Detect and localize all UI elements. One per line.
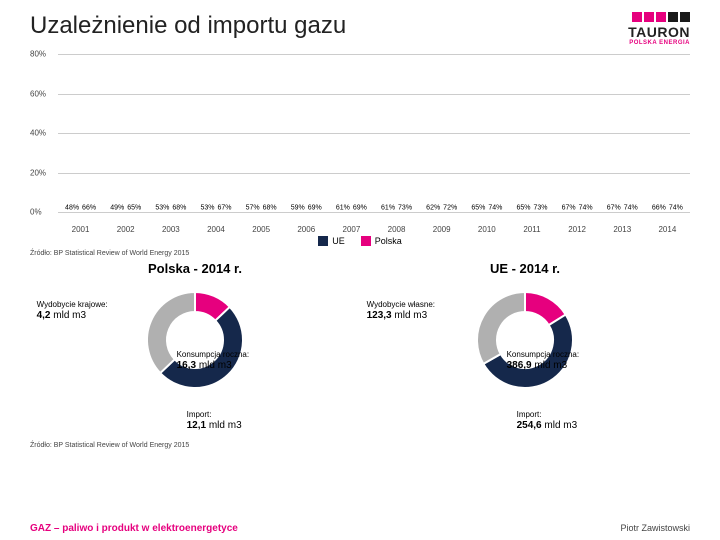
y-tick: 20%: [30, 168, 46, 177]
x-tick: 2012: [560, 225, 594, 234]
donut-label: Import:254,6 mld m3: [517, 410, 578, 432]
bar-label: 65%: [515, 205, 531, 212]
y-tick: 0%: [30, 208, 42, 217]
x-tick: 2003: [154, 225, 188, 234]
x-tick: 2008: [380, 225, 414, 234]
tauron-logo: TAURON POLSKA ENERGIA: [628, 12, 690, 46]
bar-label: 61%: [335, 205, 351, 212]
donut-label: Konsumpcja roczna:386,9 mld m3: [507, 350, 579, 372]
bar-label: 62%: [425, 205, 441, 212]
donut-eu: UE - 2014 r. Wydobycie własne:123,3 mld …: [367, 261, 684, 440]
bar-chart: 48%66%49%65%53%68%53%67%57%68%59%69%61%6…: [30, 54, 690, 234]
donut-label: Konsumpcja roczna:16,3 mld m3: [177, 350, 249, 372]
bar-label: 65%: [126, 205, 142, 212]
bar-label: 67%: [216, 205, 232, 212]
bar-label: 69%: [352, 205, 368, 212]
bar-label: 67%: [606, 205, 622, 212]
source-line-2: Źródło: BP Statistical Review of World E…: [30, 442, 690, 449]
logo-square: [656, 12, 666, 22]
x-tick: 2004: [199, 225, 233, 234]
x-tick: 2009: [425, 225, 459, 234]
legend-item: Polska: [361, 236, 402, 246]
logo-mark: [628, 12, 690, 22]
bar-label: 67%: [561, 205, 577, 212]
logo-square: [644, 12, 654, 22]
logo-text: TAURON: [628, 24, 690, 40]
bar-label: 53%: [154, 205, 170, 212]
bar-label: 65%: [470, 205, 486, 212]
bar-label: 73%: [532, 205, 548, 212]
x-tick: 2001: [64, 225, 98, 234]
bar-label: 61%: [380, 205, 396, 212]
bar-label: 69%: [307, 205, 323, 212]
bar-label: 74%: [623, 205, 639, 212]
donut-poland: Polska - 2014 r. Wydobycie krajowe:4,2 m…: [37, 261, 354, 440]
x-tick: 2002: [109, 225, 143, 234]
bar-label: 74%: [578, 205, 594, 212]
footer-right: Piotr Zawistowski: [620, 523, 690, 534]
legend-item: UE: [318, 236, 345, 246]
bar-label: 66%: [651, 205, 667, 212]
donut-label: Wydobycie własne:123,3 mld m3: [367, 300, 435, 322]
bar-label: 48%: [64, 205, 80, 212]
donut-svg: [465, 280, 585, 400]
legend-label: UE: [332, 236, 345, 246]
logo-subtext: POLSKA ENERGIA: [628, 40, 690, 46]
x-tick: 2013: [605, 225, 639, 234]
bar-label: 57%: [245, 205, 261, 212]
bar-label: 53%: [199, 205, 215, 212]
chart-legend: UE Polska: [30, 236, 690, 246]
x-tick: 2005: [244, 225, 278, 234]
logo-square: [680, 12, 690, 22]
bar-label: 74%: [487, 205, 503, 212]
y-tick: 60%: [30, 89, 46, 98]
bar-label: 74%: [668, 205, 684, 212]
legend-swatch: [318, 236, 328, 246]
donut-poland-title: Polska - 2014 r.: [37, 261, 354, 276]
bar-label: 68%: [171, 205, 187, 212]
donut-label: Wydobycie krajowe:4,2 mld m3: [37, 300, 108, 322]
bar-label: 66%: [81, 205, 97, 212]
x-tick: 2010: [470, 225, 504, 234]
logo-square: [632, 12, 642, 22]
bar-label: 59%: [290, 205, 306, 212]
source-line-1: Źródło: BP Statistical Review of World E…: [30, 250, 690, 257]
slide-title: Uzależnienie od importu gazu: [30, 12, 346, 40]
bar-label: 73%: [397, 205, 413, 212]
x-tick: 2007: [334, 225, 368, 234]
bar-label: 68%: [262, 205, 278, 212]
bar-label: 49%: [109, 205, 125, 212]
x-tick: 2006: [289, 225, 323, 234]
x-tick: 2014: [650, 225, 684, 234]
x-tick: 2011: [515, 225, 549, 234]
legend-swatch: [361, 236, 371, 246]
donut-eu-title: UE - 2014 r.: [367, 261, 684, 276]
legend-label: Polska: [375, 236, 402, 246]
y-tick: 80%: [30, 50, 46, 59]
donut-label: Import:12,1 mld m3: [187, 410, 242, 432]
slide-footer: GAZ – paliwo i produkt w elektroenergety…: [30, 523, 690, 534]
logo-square: [668, 12, 678, 22]
bar-label: 72%: [442, 205, 458, 212]
donut-svg: [135, 280, 255, 400]
footer-left: GAZ – paliwo i produkt w elektroenergety…: [30, 523, 238, 534]
y-tick: 40%: [30, 129, 46, 138]
